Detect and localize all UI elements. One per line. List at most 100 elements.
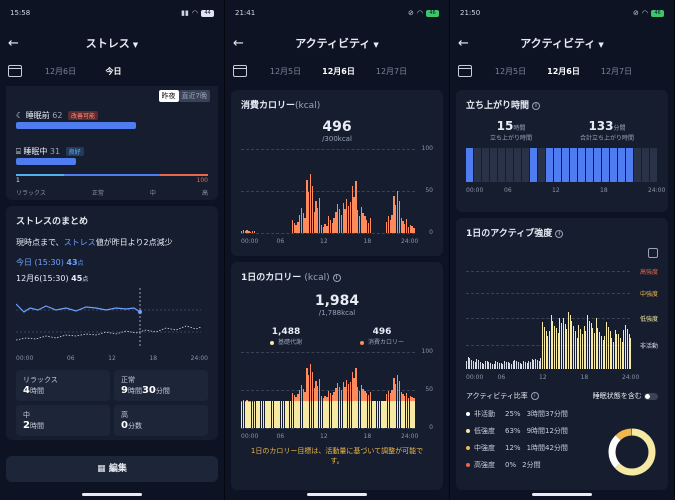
home-indicator[interactable] [532, 493, 592, 496]
tab-dec6[interactable]: 12月6日 [547, 66, 580, 76]
bmr-bar [393, 401, 395, 428]
intensity-bar [585, 331, 587, 369]
intensity-bar [474, 362, 476, 369]
intensity-bar [540, 358, 542, 369]
level-label: 非活動 [639, 343, 658, 351]
grid-line [466, 271, 630, 272]
home-indicator[interactable] [82, 493, 142, 496]
battery-icon: 46 [651, 9, 664, 17]
header: ← アクティビティ ▼ [225, 26, 449, 60]
calorie-bar [391, 214, 393, 233]
bmr-bar [376, 401, 379, 428]
mute-icon: ⊘ [408, 9, 414, 17]
bmr-bar [402, 401, 404, 428]
active-label: 消費カロリー [367, 339, 404, 346]
tab-dec6[interactable]: 12月6日 [44, 66, 77, 76]
bmr-bar [271, 401, 274, 428]
intensity-bar [533, 360, 535, 369]
intensity-bar [495, 361, 497, 369]
date-tabs: 12月5日 12月6日 12月7日 [450, 60, 674, 82]
bmr-bar [322, 401, 324, 428]
bmr-bar [347, 401, 350, 428]
calorie-bar [329, 219, 332, 233]
intensity-bar [517, 361, 519, 369]
bmr-bar [251, 401, 254, 428]
bed-icon: ⌸ [16, 147, 21, 156]
bmr-bar [369, 401, 371, 428]
calorie-bar [244, 230, 246, 233]
ratio-list: 非活動 25% 3時間37分間 低強度 63% 9時間12分間 中強度 12% 1時間42分間高… [466, 409, 658, 470]
calorie-bar [306, 180, 308, 233]
active-bar [346, 380, 348, 402]
calorie-bar [333, 217, 335, 233]
calorie-bar [326, 225, 328, 233]
active-bar [315, 381, 317, 402]
intensity-bar [481, 362, 483, 369]
during-sleep-value: 31 [49, 147, 61, 156]
bmr-bar [333, 401, 335, 428]
cell-value: 4 [23, 385, 30, 396]
tab-dec5[interactable]: 12月5日 [269, 66, 302, 76]
active-bar [360, 385, 362, 402]
bmr-bar [313, 401, 315, 428]
back-arrow-icon[interactable]: ← [233, 35, 244, 51]
intensity-bar [599, 331, 601, 369]
intensity-bar [545, 331, 547, 369]
back-arrow-icon[interactable]: ← [8, 35, 19, 51]
chevron-down-icon[interactable]: ▼ [598, 41, 604, 49]
grid-line [241, 149, 415, 150]
bmr-bar [411, 401, 413, 428]
x-tick: 18 [363, 238, 372, 245]
chevron-down-icon[interactable]: ▼ [373, 41, 379, 49]
info-icon[interactable]: i [555, 229, 564, 238]
calendar-icon[interactable] [233, 65, 247, 77]
x-tick: 00:00 [241, 238, 259, 245]
back-arrow-icon[interactable]: ← [458, 35, 469, 51]
clock: 15:58 [10, 9, 31, 17]
info-icon[interactable]: i [530, 392, 539, 400]
active-bar [335, 388, 337, 402]
clock: 21:50 [460, 9, 481, 17]
intensity-bar [510, 363, 512, 369]
cell-label: 正常 [121, 376, 135, 384]
intensity-bar [529, 362, 531, 369]
stand-hour-segment [602, 148, 609, 182]
calorie-bar [407, 227, 410, 233]
ratio-time: 9時間12分間 [526, 427, 568, 435]
active-bar [353, 378, 355, 402]
active-bar [338, 386, 341, 402]
active-bar [317, 385, 319, 402]
active-bar [337, 382, 339, 402]
calorie-bar [297, 221, 299, 233]
expand-icon[interactable] [648, 248, 658, 258]
tab-dec6[interactable]: 12月6日 [322, 66, 355, 76]
tab-dec7[interactable]: 12月7日 [375, 66, 408, 76]
tab-dec5[interactable]: 12月5日 [494, 66, 527, 76]
intensity-bar [536, 360, 538, 369]
calendar-icon[interactable] [8, 65, 22, 77]
intensity-bar [479, 361, 481, 369]
edit-button[interactable]: ▦ 編集 [6, 456, 218, 482]
during-sleep-bar [16, 158, 76, 165]
toggle-last-night[interactable]: 昨夜 [158, 90, 179, 102]
chevron-down-icon[interactable]: ▼ [132, 41, 139, 49]
info-icon[interactable]: i [532, 101, 541, 110]
bmr-bar [311, 401, 313, 428]
tab-today[interactable]: 今日 [105, 66, 122, 76]
home-indicator[interactable] [307, 493, 367, 496]
tab-dec7[interactable]: 12月7日 [600, 66, 633, 76]
intensity-bar [562, 317, 564, 369]
y-tick: 0 [429, 229, 433, 236]
bmr-bar [400, 401, 402, 428]
calorie-bar [317, 208, 319, 233]
bmr-bar [386, 401, 388, 428]
sleep-toggle[interactable] [644, 392, 658, 400]
toggle-7-nights[interactable]: 直近7晩 [178, 90, 210, 102]
stand-minutes-value: 133 [588, 119, 614, 133]
intensity-bar [497, 361, 499, 369]
calendar-icon[interactable] [458, 65, 472, 77]
calorie-bar [405, 219, 408, 233]
battery-icon: 46 [426, 9, 439, 17]
info-icon[interactable]: i [332, 273, 341, 282]
yesterday-unit: 点 [82, 276, 89, 283]
